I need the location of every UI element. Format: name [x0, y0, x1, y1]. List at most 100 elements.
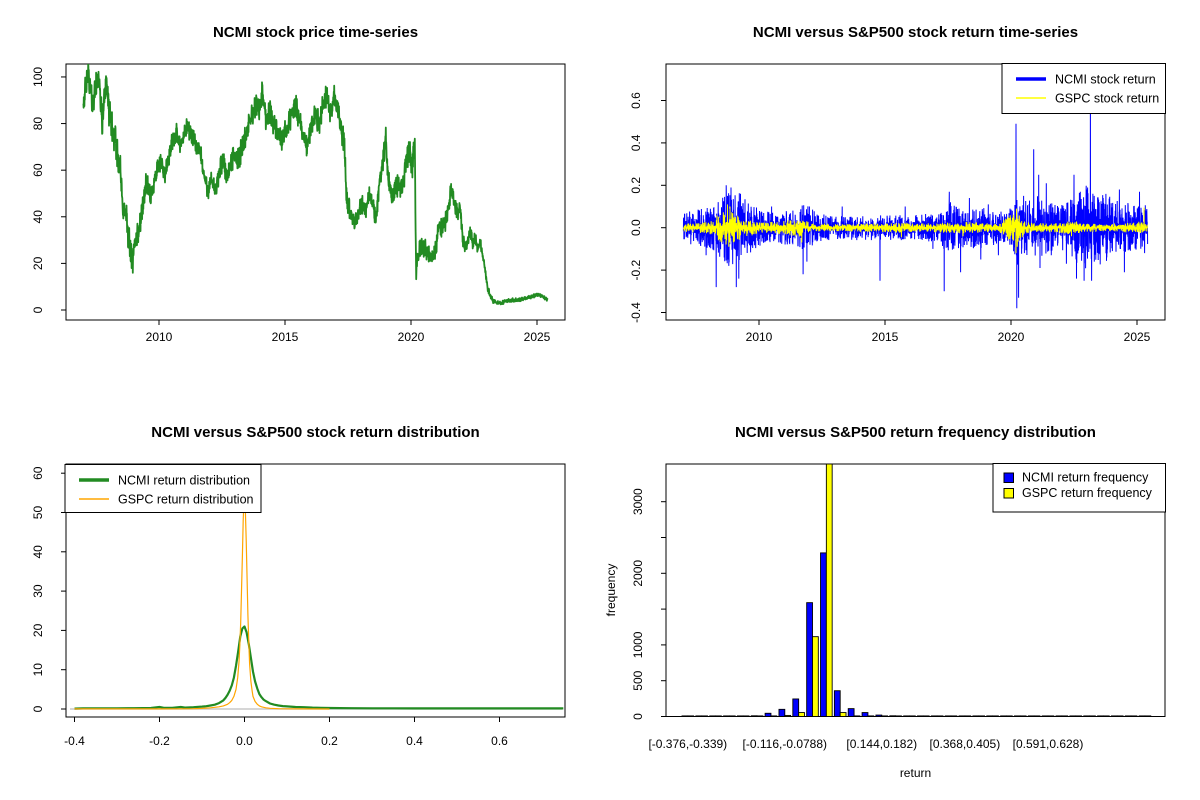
legend-label: NCMI return frequency: [1022, 471, 1149, 485]
bar-ncmi-bin24: [1014, 715, 1021, 717]
svg-text:40: 40: [31, 545, 45, 559]
svg-text:2020: 2020: [398, 330, 425, 344]
bar-gspc-bin33: [1144, 715, 1152, 717]
svg-text:0.2: 0.2: [629, 177, 643, 194]
legend: NCMI stock return GSPC stock return: [1001, 63, 1166, 114]
svg-text:2000: 2000: [631, 560, 645, 587]
bar-ncmi-bin31: [1110, 715, 1118, 717]
svg-text:[0.591,0.628): [0.591,0.628): [1013, 737, 1084, 751]
svg-text:[-0.376,-0.339): [-0.376,-0.339): [648, 737, 727, 751]
bar-ncmi-bin13: [861, 712, 869, 717]
bar-ncmi-bin28: [1069, 715, 1077, 717]
svg-text:0.4: 0.4: [629, 134, 643, 151]
bar-ncmi-bin30: [1097, 715, 1104, 717]
svg-text:2015: 2015: [872, 330, 899, 344]
svg-text:[-0.116,-0.0788): [-0.116,-0.0788): [743, 737, 828, 751]
svg-text:2015: 2015: [272, 330, 299, 344]
svg-text:2025: 2025: [524, 330, 551, 344]
bar-ncmi-bin25: [1027, 715, 1035, 717]
bar-ncmi-bin33: [1138, 715, 1146, 717]
returns-plot: 2010 2015 2020 2025 -0.4 -0.2 0.0 0.2 0.4 0.6 NCMI…: [629, 63, 1166, 344]
plot-frame: [65, 463, 566, 718]
bar-ncmi-bin10: [820, 552, 827, 717]
bar-ncmi-bin19: [944, 715, 952, 717]
legend-label: NCMI stock return: [1055, 73, 1156, 87]
svg-text:0.0: 0.0: [236, 734, 253, 748]
bar-ncmi-bin11: [833, 690, 841, 717]
svg-text:10: 10: [31, 663, 45, 677]
bar-gspc-bin2: [715, 715, 722, 717]
bar-ncmi-bin26: [1041, 715, 1049, 717]
bar-ncmi-bin17: [917, 715, 924, 717]
svg-text:-0.2: -0.2: [629, 259, 643, 280]
plot-frame: [65, 63, 566, 321]
bar-gspc-bin5: [756, 715, 764, 717]
legend-label: GSPC return frequency: [1022, 486, 1153, 500]
bar-gspc-bin16: [909, 715, 916, 717]
svg-text:2020: 2020: [998, 330, 1025, 344]
svg-text:80: 80: [31, 117, 45, 131]
density-chart: NCMI versus S&P500 stock return distribu…: [31, 424, 566, 748]
bar-ncmi-bin8: [792, 698, 800, 717]
svg-text:2025: 2025: [1124, 330, 1151, 344]
histogram-ylabel: frequency: [604, 564, 618, 617]
legend-label: GSPC stock return: [1055, 92, 1159, 106]
bar-gspc-bin11: [839, 712, 847, 717]
legend: NCMI return distribution GSPC return dist…: [64, 464, 262, 513]
bar-gspc-bin21: [978, 715, 986, 717]
bar-ncmi-bin0: [681, 715, 689, 717]
bar-gspc-bin12: [853, 715, 861, 717]
series-gspc-return: [683, 204, 1149, 254]
bar-gspc-bin6: [770, 715, 778, 717]
series-ncmi-density: [74, 625, 564, 710]
series-gspc-density: [74, 492, 330, 710]
svg-text:2010: 2010: [146, 330, 173, 344]
x-axis: 2010 2015 2020 2025: [746, 320, 1151, 344]
svg-text:-0.4: -0.4: [64, 734, 85, 748]
bar-ncmi-bin2: [709, 715, 716, 717]
svg-text:0: 0: [31, 705, 45, 712]
price-chart: NCMI stock price time-series 2010 2015 202…: [31, 24, 566, 344]
bar-gspc-bin19: [950, 715, 958, 717]
bar-ncmi-bin4: [736, 715, 744, 717]
bar-gspc-bin14: [881, 715, 889, 717]
bar-gspc-bin13: [867, 715, 875, 717]
svg-text:0.6: 0.6: [491, 734, 508, 748]
bar-gspc-bin31: [1116, 715, 1124, 717]
bar-gspc-bin23: [1005, 715, 1013, 717]
panel-return-distribution: NCMI versus S&P500 stock return distribu…: [0, 400, 600, 800]
legend-swatch: [1003, 472, 1014, 483]
svg-text:0.2: 0.2: [321, 734, 338, 748]
plot-frame: [665, 63, 1166, 321]
bar-ncmi-bin9: [806, 602, 813, 717]
legend-swatch: [1003, 488, 1014, 499]
panel-return-timeseries: NCMI versus S&P500 stock return time-ser…: [600, 0, 1200, 400]
bar-gspc-bin10: [825, 463, 833, 717]
return-chart: NCMI versus S&P500 stock return time-ser…: [629, 24, 1166, 344]
bar-gspc-bin26: [1047, 715, 1055, 717]
bar-ncmi-bin12: [847, 708, 855, 717]
bar-ncmi-bin3: [723, 715, 730, 717]
histogram-plot: 0 500 1000 2000 3000 [-0.376,-0.339) [-0.116,-…: [631, 463, 1166, 751]
svg-text:0: 0: [31, 306, 45, 313]
legend-label: NCMI return distribution: [118, 474, 250, 488]
bar-gspc-bin32: [1130, 715, 1138, 717]
bar-gspc-bin22: [992, 715, 999, 717]
chart-title-returns: NCMI versus S&P500 stock return time-ser…: [753, 24, 1078, 41]
svg-text:0.0: 0.0: [629, 219, 643, 236]
bar-ncmi-bin20: [958, 715, 966, 717]
x-axis: -0.4 -0.2 0.0 0.2 0.4 0.6: [64, 717, 508, 748]
bar-gspc-bin28: [1075, 715, 1082, 717]
svg-text:2010: 2010: [746, 330, 773, 344]
bar-gspc-bin17: [922, 715, 930, 717]
svg-text:[0.144,0.182): [0.144,0.182): [846, 737, 917, 751]
y-axis: 0 10 20 30 40 50 60: [31, 466, 66, 712]
bar-gspc-bin7: [784, 714, 792, 717]
price-plot: 2010 2015 2020 2025 0 20 40 60 80 100: [31, 63, 566, 344]
panel-return-frequency: NCMI versus S&P500 return frequency dist…: [600, 400, 1200, 800]
legend-label: GSPC return distribution: [118, 493, 254, 507]
bar-gspc-bin0: [687, 715, 695, 717]
svg-text:-0.4: -0.4: [629, 302, 643, 323]
